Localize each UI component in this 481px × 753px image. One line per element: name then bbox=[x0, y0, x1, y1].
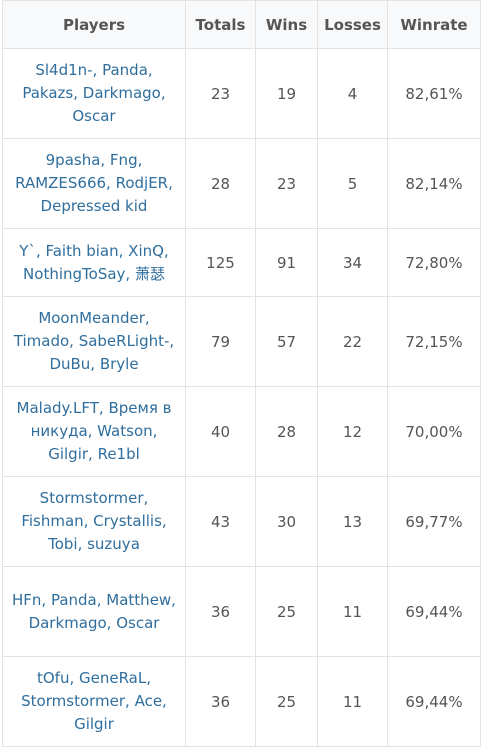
winrate-cell: 69,44% bbox=[387, 566, 481, 657]
losses-cell: 34 bbox=[317, 228, 388, 297]
wins-cell: 57 bbox=[255, 296, 318, 387]
losses-cell: 5 bbox=[317, 138, 388, 229]
winrate-cell: 72,15% bbox=[387, 296, 481, 387]
winrate-cell: 69,44% bbox=[387, 656, 481, 747]
wins-cell: 23 bbox=[255, 138, 318, 229]
players-cell[interactable]: Y`, Faith bian, XinQ, NothingToSay, 萧瑟 bbox=[2, 228, 186, 297]
table-row: Sl4d1n-, Panda, Pakazs, Darkmago, Oscar … bbox=[2, 48, 481, 139]
wins-cell: 25 bbox=[255, 656, 318, 747]
losses-cell: 13 bbox=[317, 476, 388, 567]
wins-cell: 91 bbox=[255, 228, 318, 297]
totals-cell: 36 bbox=[185, 656, 256, 747]
players-cell[interactable]: Stormstormer, Fishman, Crystallis, Tobi,… bbox=[2, 476, 186, 567]
players-cell[interactable]: Malady.LFT, Время в никуда, Watson, Gilg… bbox=[2, 386, 186, 477]
header-winrate[interactable]: Winrate bbox=[387, 0, 481, 49]
totals-cell: 28 bbox=[185, 138, 256, 229]
header-losses[interactable]: Losses bbox=[317, 0, 388, 49]
totals-cell: 23 bbox=[185, 48, 256, 139]
header-wins[interactable]: Wins bbox=[255, 0, 318, 49]
header-row: Players Totals Wins Losses Winrate bbox=[2, 0, 481, 49]
winrate-cell: 82,14% bbox=[387, 138, 481, 229]
wins-cell: 30 bbox=[255, 476, 318, 567]
table-row: tOfu, GeneRaL, Stormstormer, Ace, Gilgir… bbox=[2, 656, 481, 747]
players-cell[interactable]: MoonMeander, Timado, SabeRLight-, DuBu, … bbox=[2, 296, 186, 387]
totals-cell: 125 bbox=[185, 228, 256, 297]
losses-cell: 11 bbox=[317, 656, 388, 747]
table-row: 9pasha, Fng, RAMZES666, RodjER, Depresse… bbox=[2, 138, 481, 229]
totals-cell: 36 bbox=[185, 566, 256, 657]
losses-cell: 11 bbox=[317, 566, 388, 657]
totals-cell: 40 bbox=[185, 386, 256, 477]
table-row: MoonMeander, Timado, SabeRLight-, DuBu, … bbox=[2, 296, 481, 387]
wins-cell: 28 bbox=[255, 386, 318, 477]
header-totals[interactable]: Totals bbox=[185, 0, 256, 49]
table-row: HFn, Panda, Matthew, Darkmago, Oscar 36 … bbox=[2, 566, 481, 657]
players-cell[interactable]: 9pasha, Fng, RAMZES666, RodjER, Depresse… bbox=[2, 138, 186, 229]
wins-cell: 25 bbox=[255, 566, 318, 657]
losses-cell: 22 bbox=[317, 296, 388, 387]
losses-cell: 4 bbox=[317, 48, 388, 139]
table-row: Y`, Faith bian, XinQ, NothingToSay, 萧瑟 1… bbox=[2, 228, 481, 297]
winrate-cell: 72,80% bbox=[387, 228, 481, 297]
players-cell[interactable]: tOfu, GeneRaL, Stormstormer, Ace, Gilgir bbox=[2, 656, 186, 747]
winrate-cell: 69,77% bbox=[387, 476, 481, 567]
players-cell[interactable]: HFn, Panda, Matthew, Darkmago, Oscar bbox=[2, 566, 186, 657]
losses-cell: 12 bbox=[317, 386, 388, 477]
table-row: Stormstormer, Fishman, Crystallis, Tobi,… bbox=[2, 476, 481, 567]
totals-cell: 79 bbox=[185, 296, 256, 387]
header-players[interactable]: Players bbox=[2, 0, 186, 49]
players-cell[interactable]: Sl4d1n-, Panda, Pakazs, Darkmago, Oscar bbox=[2, 48, 186, 139]
winrate-cell: 70,00% bbox=[387, 386, 481, 477]
winrate-cell: 82,61% bbox=[387, 48, 481, 139]
wins-cell: 19 bbox=[255, 48, 318, 139]
totals-cell: 43 bbox=[185, 476, 256, 567]
table-row: Malady.LFT, Время в никуда, Watson, Gilg… bbox=[2, 386, 481, 477]
